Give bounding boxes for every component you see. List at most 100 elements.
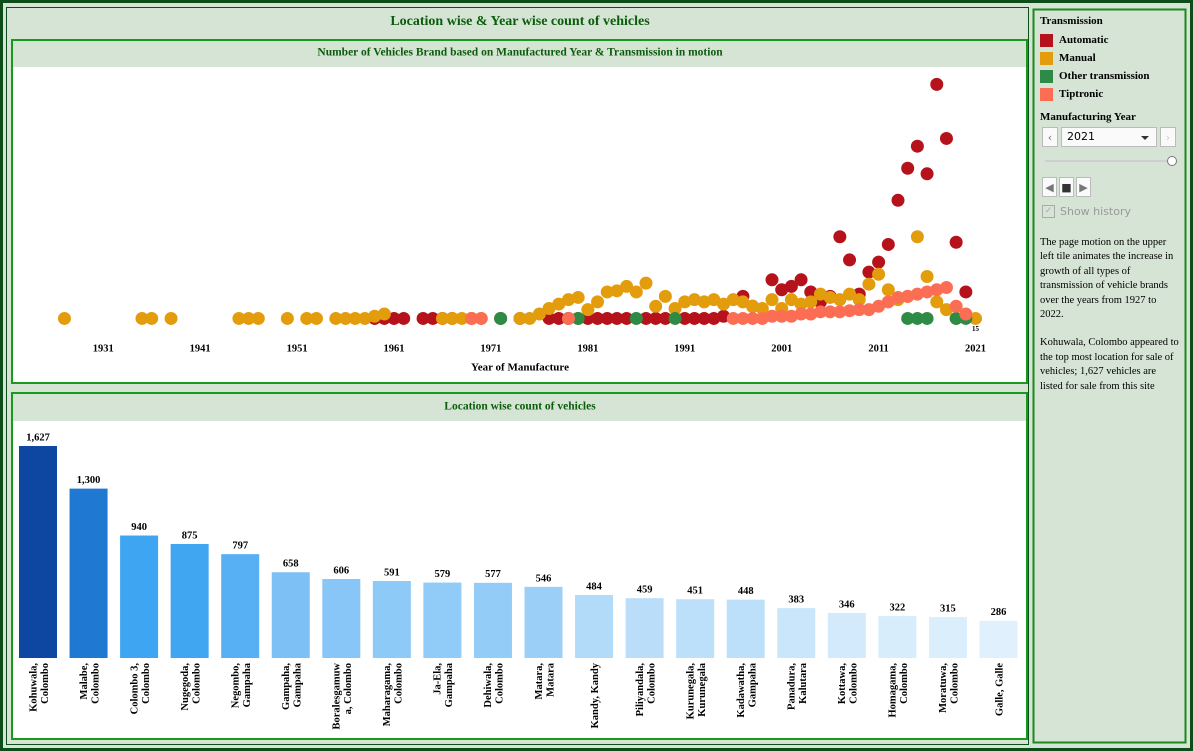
point: [426, 311, 440, 325]
point: [455, 311, 469, 325]
point: [726, 293, 740, 307]
legend: Automatic Manual Other transmission Tiptron…: [1035, 31, 1183, 103]
point: [746, 311, 760, 325]
x-tick-label: Matara,Matara: [534, 662, 557, 699]
legend-item[interactable]: Tiptronic: [1040, 85, 1183, 103]
point: [561, 311, 575, 325]
scatter-header: [13, 41, 1026, 67]
point: [658, 289, 672, 303]
value-label: 286: [991, 607, 1007, 618]
x-tick-label: 1981: [577, 343, 598, 354]
point: [600, 311, 614, 325]
x-tick-line: Kottawa,: [837, 663, 848, 704]
x-tick-line: Gampaha: [293, 662, 304, 707]
x-tick-label: Dehiwala,Colombo: [483, 663, 506, 708]
point: [658, 311, 672, 325]
bar: [575, 594, 614, 658]
year-dropdown[interactable]: 2021: [1061, 127, 1157, 147]
point: [862, 277, 876, 291]
x-axis-title: Year of Manufacture: [471, 362, 569, 374]
value-label: 875: [182, 530, 198, 541]
point: [329, 311, 343, 325]
history-checkbox[interactable]: ✓: [1042, 205, 1055, 218]
point: [843, 287, 857, 301]
point: [649, 311, 663, 325]
point: [901, 289, 915, 303]
value-label: 940: [131, 522, 147, 533]
x-tick-line: Negombo,: [230, 663, 241, 709]
point: [687, 311, 701, 325]
bar: [726, 599, 765, 658]
point: [765, 309, 779, 323]
point: [872, 267, 886, 281]
year-slider[interactable]: [1045, 151, 1183, 171]
x-tick-line: Gampaha: [747, 662, 758, 707]
x-tick-line: Homagama,: [888, 663, 899, 718]
point: [862, 265, 876, 279]
point: [794, 297, 808, 311]
play-button[interactable]: ▶: [1076, 177, 1091, 197]
value-label: 451: [687, 586, 703, 597]
x-tick-label: 1941: [190, 343, 211, 354]
x-tick-line: Nugegoda,: [180, 663, 191, 711]
value-label: 383: [788, 595, 804, 606]
next-button[interactable]: ›: [1160, 127, 1176, 147]
x-tick-label: Maharagama,Colombo: [382, 663, 405, 727]
bar: [372, 580, 411, 658]
stop-button[interactable]: ■: [1059, 177, 1074, 197]
x-tick-label: Kurunegala,Kurunegala: [685, 662, 708, 719]
x-tick-label: Gampaha,Gampaha: [281, 662, 304, 710]
point: [416, 311, 430, 325]
x-tick-line: Matara: [545, 662, 556, 697]
show-history[interactable]: ✓ Show history: [1042, 205, 1183, 218]
bar: [423, 582, 462, 658]
point: [232, 311, 246, 325]
point: [639, 276, 653, 290]
point: [445, 311, 459, 325]
point: [513, 311, 527, 325]
x-tick-line: Colombo: [495, 663, 506, 704]
point: [949, 311, 963, 325]
x-tick-line: Kadawatha,: [736, 663, 747, 718]
note: The page motion on the upper left tile a…: [1040, 237, 1174, 321]
value-label: 448: [738, 586, 754, 597]
bar: [19, 446, 57, 658]
x-tick-label: Malabe,Colombo: [79, 663, 102, 704]
x-tick-line: Gampaha: [242, 662, 253, 707]
point: [687, 293, 701, 307]
point: [542, 311, 556, 325]
x-tick-label: Kottawa,Colombo: [837, 663, 860, 704]
x-tick-line: Colombo: [141, 663, 152, 704]
value-label: 797: [232, 541, 248, 552]
point: [823, 305, 837, 319]
x-tick-line: Colombo: [849, 663, 860, 704]
point: [852, 303, 866, 317]
slider-knob[interactable]: [1167, 156, 1177, 166]
point: [910, 230, 924, 244]
bar: [221, 554, 260, 658]
point: [736, 311, 750, 325]
legend-label: Automatic: [1059, 34, 1109, 46]
x-tick-label: Negombo,Gampaha: [230, 662, 253, 708]
legend-item[interactable]: Manual: [1040, 49, 1183, 67]
point: [843, 304, 857, 318]
x-tick-line: Kurunegala: [697, 662, 708, 716]
value-label: 346: [839, 599, 855, 610]
value-label: 658: [283, 559, 299, 570]
point: [620, 279, 634, 293]
filter-title: Manufacturing Year: [1040, 111, 1136, 123]
legend-item[interactable]: Automatic: [1040, 31, 1183, 49]
point: [678, 311, 692, 325]
play-back-button[interactable]: ◀: [1042, 177, 1057, 197]
dashboard-title: Location wise & Year wise count of vehic…: [390, 14, 650, 29]
x-tick-label: 1961: [384, 343, 405, 354]
prev-button[interactable]: ‹: [1042, 127, 1058, 147]
x-tick-label: Ja-Ela,Gampaha: [433, 662, 456, 707]
point: [784, 309, 798, 323]
point: [939, 281, 953, 295]
x-tick-label: Galle, Galle: [994, 663, 1005, 716]
legend-item[interactable]: Other transmission: [1040, 67, 1183, 85]
x-tick-line: Maharagama,: [382, 663, 393, 727]
point: [145, 311, 159, 325]
point: [697, 295, 711, 309]
